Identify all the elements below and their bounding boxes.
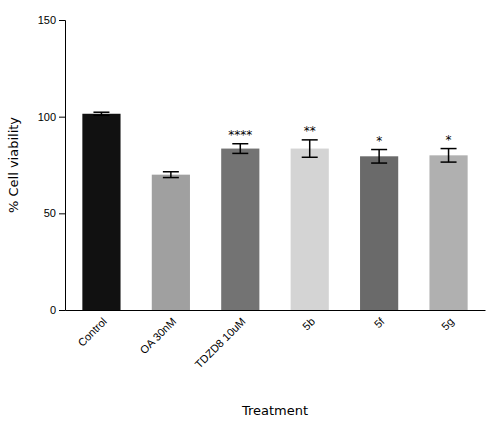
error-bar-stem <box>309 140 311 157</box>
bar <box>429 155 467 310</box>
tick-mark <box>59 117 65 118</box>
tick-label: TDZD8 10uM <box>193 315 248 370</box>
error-bar-cap <box>302 139 318 141</box>
bar <box>291 149 329 310</box>
bar <box>152 175 190 310</box>
error-bar <box>93 112 109 115</box>
tick-label: 5f <box>372 315 388 331</box>
tick: OA 30nM <box>137 315 178 356</box>
error-bar <box>163 172 179 178</box>
marks <box>82 112 467 310</box>
error-bar-stem <box>240 144 242 154</box>
error-bar-cap <box>93 111 109 113</box>
error-bar-cap <box>232 143 248 145</box>
axis-line <box>59 21 66 311</box>
bar <box>82 114 120 310</box>
error-bar-cap <box>441 148 457 150</box>
error-bar <box>232 144 248 154</box>
tick-label: Control <box>75 315 109 349</box>
error-bar-cap <box>163 177 179 179</box>
tick: 0 <box>50 304 65 316</box>
page: {"chart_data": {"type": "bar", "categori… <box>0 0 500 425</box>
significance-label: * <box>376 134 382 148</box>
error-bar-cap <box>302 157 318 159</box>
tick: 5b <box>300 315 317 332</box>
error-bar-cap <box>371 149 387 151</box>
significance-label: **** <box>228 128 252 142</box>
plot-area: 0 50 100 150 Control OA 30nM TDZD8 10uM 5b 5f 5g *… <box>38 14 486 370</box>
tick: TDZD8 10uM <box>193 315 248 370</box>
bar <box>360 156 398 310</box>
error-bar-stem <box>378 150 380 164</box>
axis-line <box>66 310 486 311</box>
chart: 0 50 100 150 Control OA 30nM TDZD8 10uM 5b 5f 5g *… <box>0 0 500 425</box>
tick: Control <box>75 315 109 349</box>
error-bar-stem <box>170 172 172 178</box>
tick: 5g <box>439 315 456 332</box>
x-axis-title: Treatment <box>241 403 308 418</box>
y-axis: 0 50 100 150 <box>38 14 66 316</box>
error-bar-stem <box>448 149 450 163</box>
tick-label: 100 <box>38 111 56 123</box>
error-bar-cap <box>163 171 179 173</box>
error-bar-cap <box>232 153 248 155</box>
tick: 50 <box>44 207 65 219</box>
error-bar-cap <box>93 115 109 117</box>
y-axis-title: % Cell viability <box>6 117 21 213</box>
tick-mark <box>59 213 65 214</box>
x-axis: Control OA 30nM TDZD8 10uM 5b 5f 5g <box>66 311 486 371</box>
tick: 5f <box>372 315 388 331</box>
tick-label: 5b <box>300 315 317 332</box>
chart-container: 0 50 100 150 Control OA 30nM TDZD8 10uM 5b 5f 5g *… <box>0 0 500 425</box>
error-bar <box>441 149 457 163</box>
error-bar-cap <box>441 161 457 163</box>
tick-label: 0 <box>50 304 56 316</box>
error-bar <box>371 150 387 164</box>
tick-mark <box>59 310 65 311</box>
error-bar <box>302 140 318 157</box>
tick-label: 5g <box>439 315 456 332</box>
annotations: ******** <box>228 124 451 148</box>
tick-label: 50 <box>44 207 56 219</box>
bar <box>221 149 259 310</box>
tick: 100 <box>38 111 65 123</box>
tick-label: 150 <box>38 14 56 26</box>
tick-label: OA 30nM <box>137 315 178 356</box>
error-bar-cap <box>371 162 387 164</box>
tick: 150 <box>38 14 65 26</box>
tick-mark <box>59 20 65 21</box>
significance-label: * <box>446 133 452 147</box>
significance-label: ** <box>304 124 316 138</box>
